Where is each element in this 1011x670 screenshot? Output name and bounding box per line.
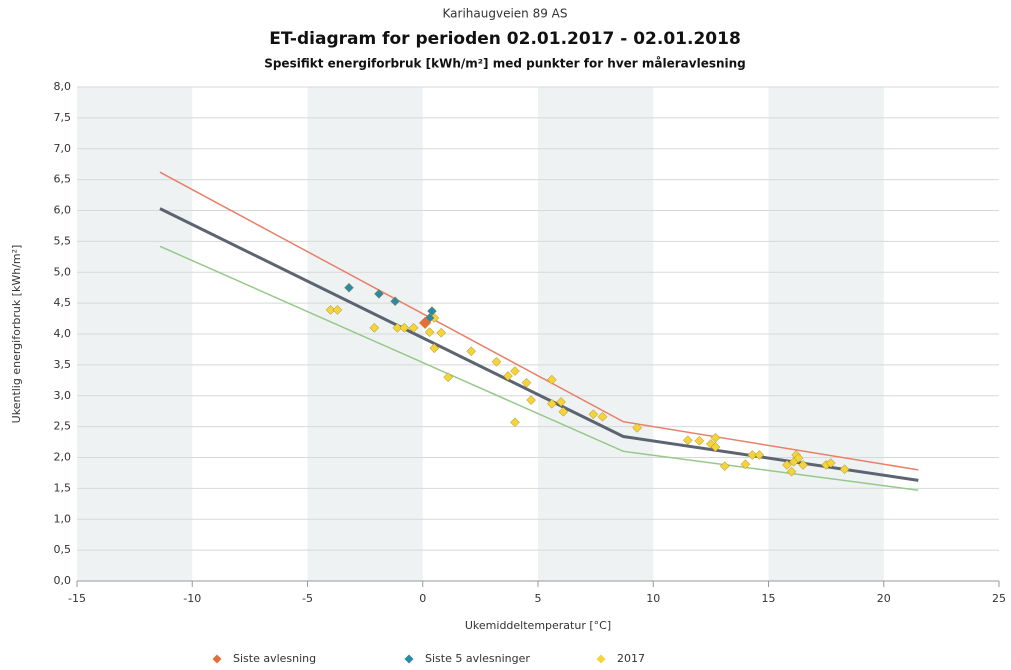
y-tick-label: 3,5 [54, 358, 72, 371]
point [503, 371, 513, 381]
point [436, 327, 447, 338]
chart-subtitle: Spesifikt energiforbruk [kWh/m²] med pun… [264, 57, 746, 71]
point [546, 374, 557, 385]
point [747, 450, 758, 460]
point [588, 409, 599, 420]
chart-pretitle: Karihaugveien 89 AS [443, 7, 568, 21]
legend-marker [404, 654, 414, 664]
point [344, 282, 354, 293]
legend-label: Siste 5 avlesninger [425, 652, 530, 665]
point [521, 377, 532, 388]
y-tick-label: 6,0 [54, 204, 72, 217]
x-axis-label: Ukemiddeltemperatur [°C] [465, 619, 611, 632]
x-tick-label: 25 [992, 592, 1006, 605]
point [798, 460, 808, 470]
chart-title: ET-diagram for perioden 02.01.2017 - 02.… [269, 29, 741, 49]
trend-line [159, 207, 919, 482]
point [443, 372, 453, 383]
y-tick-label: 5,0 [54, 265, 72, 278]
y-tick-label: 2,5 [54, 420, 72, 433]
point [754, 450, 765, 460]
point [710, 442, 721, 452]
legend-label: Siste avlesning [233, 652, 316, 665]
point [390, 296, 400, 307]
point [399, 322, 410, 333]
x-tick-label: 5 [535, 592, 542, 605]
y-tick-label: 4,5 [54, 296, 72, 309]
point [740, 459, 751, 470]
point [719, 461, 730, 471]
point [332, 305, 343, 315]
point [682, 435, 693, 446]
point [782, 460, 792, 470]
y-tick-label: 6,5 [54, 173, 72, 186]
point [510, 366, 520, 376]
point [597, 411, 608, 422]
legend-marker [212, 654, 222, 664]
y-tick-label: 4,0 [54, 327, 72, 340]
x-tick-label: -5 [302, 592, 313, 605]
point [419, 316, 432, 329]
x-tick-label: -15 [68, 592, 86, 605]
y-tick-label: 1,5 [54, 481, 72, 494]
point [424, 327, 435, 338]
x-tick-label: 15 [762, 592, 776, 605]
point [839, 464, 850, 475]
point [558, 406, 569, 417]
point [526, 395, 536, 405]
y-tick-label: 0,5 [54, 543, 72, 556]
legend-marker [596, 654, 606, 664]
y-tick-label: 7,0 [54, 142, 72, 155]
y-tick-label: 3,0 [54, 389, 72, 402]
y-axis-label: Ukentlig energiforbruk [kWh/m²] [10, 245, 23, 424]
x-tick-label: 0 [419, 592, 426, 605]
trend-line [159, 245, 919, 491]
point [374, 289, 384, 299]
point [786, 466, 797, 477]
legend-label: 2017 [617, 652, 645, 665]
point [825, 458, 836, 468]
x-tick-label: 10 [646, 592, 660, 605]
y-tick-label: 7,5 [54, 111, 72, 124]
y-tick-label: 0,0 [54, 574, 72, 587]
point [392, 322, 403, 333]
y-tick-label: 5,5 [54, 234, 72, 247]
point [369, 322, 380, 333]
x-tick-label: 20 [877, 592, 891, 605]
trend-line [159, 171, 919, 471]
point [632, 423, 642, 433]
y-tick-label: 8,0 [54, 80, 72, 93]
point [556, 397, 566, 407]
y-tick-label: 2,0 [54, 451, 72, 464]
point [408, 322, 419, 333]
point [491, 356, 502, 367]
point [510, 417, 520, 428]
point [466, 346, 477, 357]
point [694, 435, 705, 446]
point [429, 343, 440, 354]
x-tick-label: -10 [183, 592, 201, 605]
y-tick-label: 1,0 [54, 512, 72, 525]
point [793, 453, 804, 463]
point [325, 305, 336, 315]
point [546, 398, 557, 409]
